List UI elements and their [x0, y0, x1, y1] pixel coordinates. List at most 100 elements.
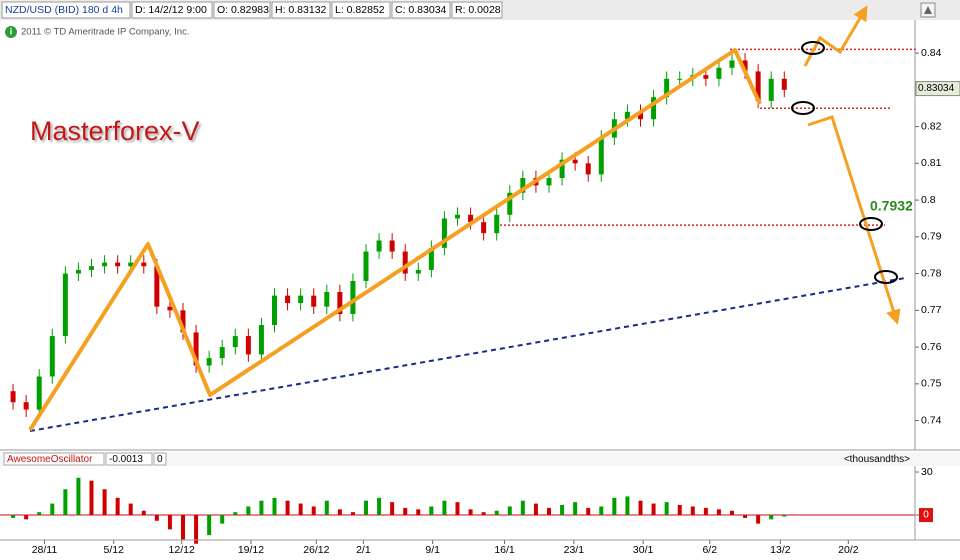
- y-tick-label: 0.81: [921, 157, 942, 169]
- candle-body: [585, 163, 591, 175]
- marks: 0.74 0.75 0.76 0.77 0.78 0.79 0.8 0.81 0.82 0.84 2…: [0, 47, 960, 556]
- candle-body: [219, 347, 225, 359]
- candle-body: [572, 159, 578, 164]
- osc-bar: [690, 506, 695, 516]
- trend-line: [29, 277, 906, 432]
- x-tick-label: 28/11: [32, 544, 58, 556]
- candle-body: [141, 262, 147, 267]
- osc-bar: [677, 505, 682, 516]
- osc-bar: [743, 515, 748, 518]
- candle-body: [36, 376, 42, 410]
- osc-bar: [141, 510, 146, 516]
- x-tick-label: 12/12: [169, 544, 195, 556]
- x-tick-label: 6/2: [702, 544, 717, 556]
- marker-ellipse: [874, 270, 898, 284]
- osc-bar: [782, 515, 787, 517]
- y-tick-label: 0.84: [921, 47, 942, 59]
- osc-bar: [507, 506, 512, 516]
- candle-body: [468, 214, 474, 223]
- osc-bar: [599, 506, 604, 516]
- field-box: [153, 452, 167, 466]
- y-tick-label: 0.78: [921, 267, 942, 279]
- osc-bar: [89, 480, 94, 516]
- osc-bar: [520, 500, 525, 516]
- osc-tick-label: 30: [921, 466, 933, 478]
- osc-bar: [207, 515, 212, 536]
- x-tick-label: 20/2: [838, 544, 859, 556]
- candle-body: [154, 266, 160, 307]
- osc-bar: [285, 500, 290, 516]
- candle-body: [768, 78, 774, 101]
- osc-bar: [364, 500, 368, 516]
- candle-body: [272, 295, 277, 326]
- candle-body: [441, 218, 447, 248]
- candle-body: [10, 391, 16, 403]
- osc-zero: 0: [157, 454, 163, 465]
- symbol: NZD/USD (BID) 180 d 4h: [5, 4, 123, 16]
- last-price-label: 0.83034: [918, 83, 955, 94]
- field-box: [105, 452, 153, 466]
- osc-bar: [246, 506, 251, 516]
- osc-bar: [350, 512, 355, 516]
- osc-bar: [612, 497, 617, 516]
- candle-body: [180, 310, 186, 333]
- osc-zero-box: [919, 508, 933, 523]
- osc-bar: [102, 489, 107, 516]
- candle-body: [128, 262, 134, 267]
- osc-bar: [664, 502, 669, 516]
- x-tick-label: 2/1: [356, 544, 371, 556]
- field-box: [213, 1, 271, 19]
- osc-bar: [730, 510, 734, 516]
- osc-bar: [76, 477, 81, 516]
- candle-body: [677, 78, 683, 80]
- osc-bar: [573, 502, 578, 516]
- osc-bar: [377, 497, 382, 516]
- osc-bar: [324, 500, 329, 516]
- osc-bar: [24, 515, 29, 520]
- candle-body: [664, 78, 670, 98]
- osc-bar: [481, 512, 486, 516]
- candle-body: [232, 336, 238, 348]
- candle-body: [337, 291, 343, 315]
- osc-bar: [154, 515, 159, 521]
- candle-body: [755, 71, 761, 101]
- candle-body: [23, 402, 29, 410]
- candle-body: [311, 295, 317, 307]
- candle-body: [703, 75, 709, 79]
- candle-body: [742, 60, 748, 72]
- osc-bar: [128, 503, 133, 516]
- osc-bar: [115, 497, 120, 516]
- candle-body: [258, 325, 264, 355]
- osc-bar: [11, 515, 16, 518]
- candle-body: [324, 291, 330, 307]
- osc-bar: [651, 503, 656, 516]
- range-field: R: 0.0028: [455, 4, 501, 16]
- candle-body: [115, 262, 121, 267]
- candle-body: [285, 295, 291, 303]
- field-box: [331, 1, 391, 19]
- osc-bar: [50, 503, 55, 516]
- high-field: H: 0.83132: [275, 4, 327, 16]
- candle-body: [167, 306, 173, 311]
- osc-bar: [220, 515, 225, 524]
- osc-bar: [37, 512, 42, 516]
- field-box: [131, 1, 213, 19]
- osc-bar: [403, 507, 408, 516]
- marker-ellipse: [859, 217, 883, 231]
- candle-body: [520, 178, 526, 193]
- candle-body: [206, 358, 212, 366]
- osc-bar: [769, 515, 774, 520]
- marker-ellipse: [801, 41, 825, 55]
- info-icon[interactable]: [5, 26, 17, 38]
- osc-bar: [233, 512, 238, 516]
- y-tick-label: 0.75: [921, 378, 942, 390]
- x-tick-label: 9/1: [425, 544, 440, 556]
- osc-value: -0.0013: [109, 454, 143, 465]
- open-field: O: 0.82983: [217, 4, 269, 16]
- osc-bar: [194, 515, 199, 544]
- y-tick-label: 0.82: [921, 120, 942, 132]
- osc-header: [0, 452, 960, 466]
- osc-bar: [337, 509, 342, 516]
- osc-bar: [63, 489, 68, 516]
